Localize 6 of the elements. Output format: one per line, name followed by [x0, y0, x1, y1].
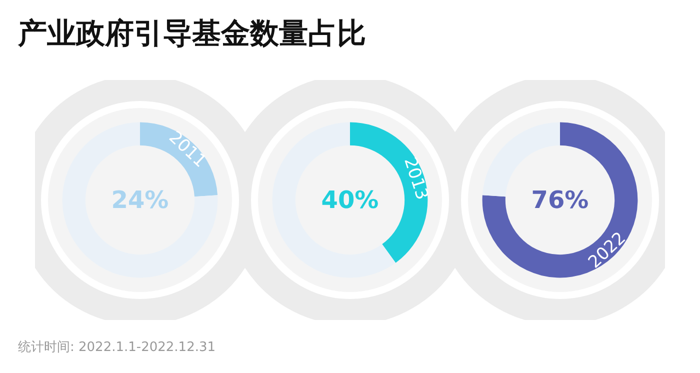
slice-label: 2013	[400, 154, 432, 202]
data-label: 40%	[321, 186, 379, 214]
text: 统计时间: 2022.1.1-2022.12.31	[18, 339, 216, 356]
data-label: 24%	[111, 186, 169, 214]
chart-title: 产业政府引导基金数量占比	[18, 15, 366, 52]
data-label: 76%	[531, 186, 589, 214]
